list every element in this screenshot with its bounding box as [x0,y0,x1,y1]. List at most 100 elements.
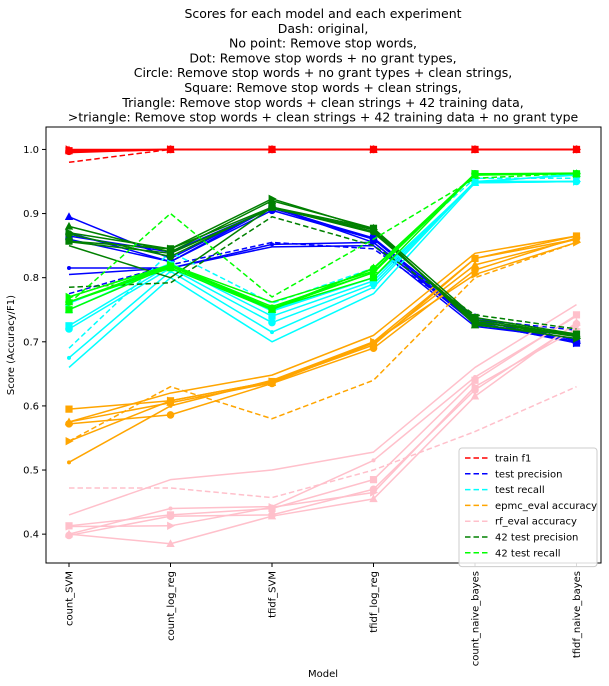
x-axis-label: Model [308,669,338,680]
x-tick-label: count_SVM [65,571,76,626]
x-tick-label: count_naive_bayes [471,571,482,666]
series-48 [65,169,582,313]
legend-item-label: rf_eval accuracy [495,517,577,528]
data-point [65,405,73,413]
data-point [370,337,379,346]
chart-title: Scores for each model and each experimen… [68,6,579,125]
y-tick-label: 0.7 [23,337,39,348]
data-point [268,203,276,211]
data-point [65,145,74,154]
series-8 [68,244,577,340]
data-point [270,242,274,247]
data-point [270,330,274,335]
data-point [65,306,73,314]
series-line [68,198,577,340]
title-line: Square: Remove stop words + clean string… [184,80,461,95]
data-point [167,521,176,531]
series-line [68,244,577,340]
data-point [268,194,277,204]
title-line: Circle: Remove stop words + no grant typ… [134,65,513,80]
y-tick-label: 0.8 [23,273,39,284]
title-line: Dot: Remove stop words + no grant types, [189,50,456,65]
series-27 [65,238,582,446]
series-line [68,206,577,338]
series-35 [68,216,577,330]
series-33 [64,318,581,547]
y-tick-label: 0.9 [23,209,39,220]
data-point [268,503,277,512]
series-line [68,173,577,311]
data-point [64,417,74,426]
data-point [572,318,581,326]
title-line: Dash: original, [278,21,369,36]
data-point [166,247,175,256]
series-line [68,174,577,327]
data-point [471,254,479,263]
title-line: Triangle: Remove stop words + clean stri… [121,95,523,110]
data-point [573,169,582,179]
data-point [573,145,582,154]
data-point [65,237,73,245]
y-tick-label: 0.4 [23,530,39,541]
title-line: No point: Remove stop words, [229,36,417,51]
data-point [167,145,176,154]
data-point [369,274,378,282]
series-line [68,315,577,535]
x-tick-label: count_log_reg [166,571,177,641]
data-point [369,494,378,503]
legend-item-label: epmc_eval accuracy [495,501,597,512]
series-line [68,235,577,423]
legend: train f1 test precision test recall epmc_ev… [458,447,598,568]
data-point [471,270,480,279]
data-point [573,238,582,247]
series-22 [68,235,577,423]
series-line [68,314,577,527]
series-29 [68,303,577,516]
data-point [167,260,176,270]
series-line [68,321,577,545]
legend-item-label: test precision [495,469,563,480]
data-point [470,391,480,400]
data-point [471,169,480,179]
series-line [68,303,577,516]
legend-item-label: 42 test recall [495,548,561,559]
y-axis-label: Score (Accuracy/F1) [6,295,17,395]
series-line [68,172,577,304]
y-axis: 0.4 0.5 0.6 0.7 0.8 0.9 1.0 [23,145,46,541]
x-tick-label: tfidf_SVM [268,571,279,618]
data-point [471,319,480,329]
data-point [370,268,379,277]
series-line [68,323,577,537]
series-line [68,173,577,310]
data-point [268,145,277,154]
data-point [166,411,175,419]
data-point [268,377,277,386]
data-point [167,396,176,405]
series-0 [68,148,577,164]
data-point [573,334,582,343]
data-point [268,304,277,313]
x-tick-label: tfidf_log_reg [369,571,380,633]
data-point [370,488,379,497]
series-21 [68,241,577,442]
data-point [67,266,71,271]
series-line [68,148,577,164]
legend-item-label: 42 test precision [495,533,578,544]
series-6 [65,145,582,154]
data-point [65,292,74,302]
data-point [166,263,175,272]
series-42 [68,172,577,304]
legend-item-label: test recall [495,485,545,496]
y-tick-label: 1.0 [23,145,39,156]
data-point [370,225,379,234]
legend-box [458,447,598,568]
series-14 [68,177,577,349]
data-point [573,177,582,186]
data-point [67,355,71,360]
data-point [470,260,480,269]
series-line [68,237,577,425]
data-point [471,145,480,154]
series-line [68,216,577,330]
data-point [64,297,74,306]
